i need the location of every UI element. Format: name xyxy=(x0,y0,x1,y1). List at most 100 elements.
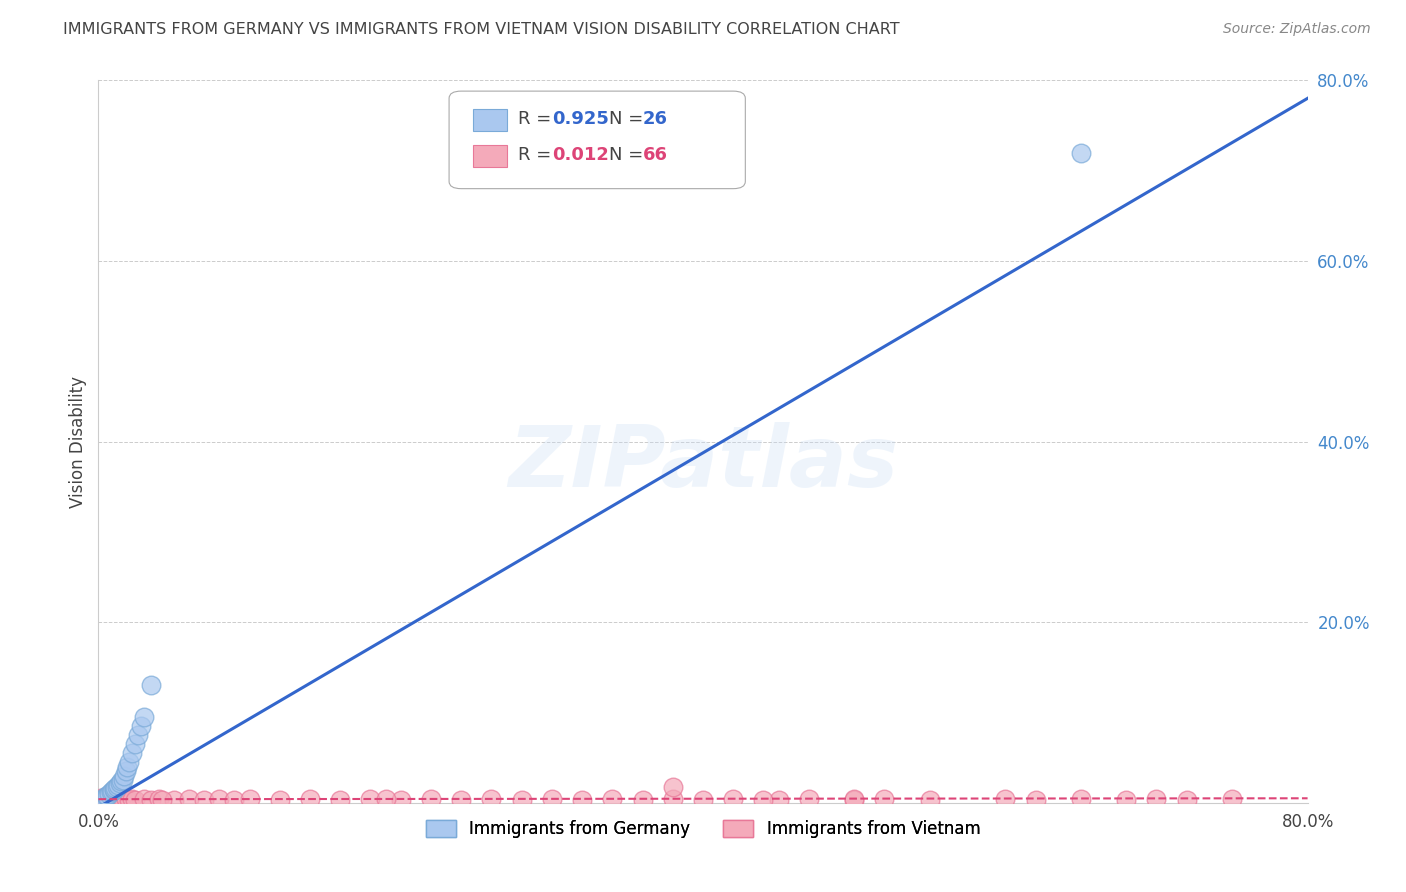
Point xyxy=(98,790,121,805)
Point xyxy=(918,793,941,807)
Point xyxy=(105,780,128,794)
Text: Source: ZipAtlas.com: Source: ZipAtlas.com xyxy=(1223,22,1371,37)
Legend: Immigrants from Germany, Immigrants from Vietnam: Immigrants from Germany, Immigrants from… xyxy=(419,814,987,845)
Point xyxy=(104,792,127,806)
Point xyxy=(98,787,121,801)
Point xyxy=(374,792,396,806)
Point xyxy=(93,793,115,807)
Point xyxy=(129,719,152,733)
Point xyxy=(98,792,121,806)
Point xyxy=(141,793,163,807)
Point xyxy=(141,678,163,692)
Point xyxy=(269,793,291,807)
Text: N =: N = xyxy=(609,110,648,128)
Point xyxy=(844,793,866,807)
FancyBboxPatch shape xyxy=(474,109,508,131)
Point xyxy=(1070,792,1092,806)
FancyBboxPatch shape xyxy=(474,145,508,167)
Point xyxy=(692,793,714,807)
Y-axis label: Vision Disability: Vision Disability xyxy=(69,376,87,508)
Point xyxy=(768,793,790,807)
Point xyxy=(111,793,134,807)
Point xyxy=(239,792,262,806)
Point xyxy=(96,789,118,803)
FancyBboxPatch shape xyxy=(449,91,745,189)
Text: 0.925: 0.925 xyxy=(551,110,609,128)
Point xyxy=(104,781,127,796)
Point xyxy=(299,792,322,806)
Point xyxy=(150,793,173,807)
Point xyxy=(103,782,125,797)
Point xyxy=(121,746,143,760)
Point xyxy=(93,791,115,805)
Point xyxy=(112,769,135,783)
Point xyxy=(127,728,149,742)
Point xyxy=(111,773,134,788)
Point xyxy=(797,792,820,806)
Point xyxy=(110,792,132,806)
Point xyxy=(1070,145,1092,160)
Text: 26: 26 xyxy=(643,110,668,128)
Point xyxy=(752,793,775,807)
Point xyxy=(873,792,896,806)
Point xyxy=(163,793,186,807)
Point xyxy=(103,783,125,797)
Point xyxy=(107,778,129,792)
Text: ZIPatlas: ZIPatlas xyxy=(508,422,898,505)
Text: R =: R = xyxy=(517,110,557,128)
Point xyxy=(124,793,146,807)
Point xyxy=(118,755,141,769)
Point xyxy=(96,791,118,805)
Point xyxy=(389,793,412,807)
Point xyxy=(631,793,654,807)
Point xyxy=(208,792,231,806)
Point xyxy=(224,793,246,807)
Point xyxy=(1220,792,1243,806)
Point xyxy=(723,792,745,806)
Point xyxy=(118,793,141,807)
Text: IMMIGRANTS FROM GERMANY VS IMMIGRANTS FROM VIETNAM VISION DISABILITY CORRELATION: IMMIGRANTS FROM GERMANY VS IMMIGRANTS FR… xyxy=(63,22,900,37)
Point xyxy=(450,793,472,807)
Point xyxy=(103,793,125,807)
Point xyxy=(510,793,533,807)
Text: R =: R = xyxy=(517,145,557,164)
Text: 66: 66 xyxy=(643,145,668,164)
Point xyxy=(105,793,128,807)
Text: 0.012: 0.012 xyxy=(551,145,609,164)
Point xyxy=(93,791,115,805)
Point xyxy=(108,776,131,790)
Point xyxy=(1115,793,1137,807)
Point xyxy=(107,792,129,806)
Point xyxy=(110,774,132,789)
Point xyxy=(132,710,155,724)
Point xyxy=(132,792,155,806)
Point xyxy=(420,792,443,806)
Point xyxy=(108,793,131,807)
Point xyxy=(100,785,122,799)
Point xyxy=(994,792,1017,806)
Point xyxy=(360,792,382,806)
Point xyxy=(94,789,117,804)
Point xyxy=(1144,792,1167,806)
Point xyxy=(661,780,683,794)
Point xyxy=(121,792,143,806)
Point xyxy=(114,764,136,779)
Point xyxy=(94,792,117,806)
Point xyxy=(148,792,170,806)
Point xyxy=(114,792,136,806)
Point xyxy=(661,792,683,806)
Point xyxy=(100,791,122,805)
Point xyxy=(844,792,866,806)
Point xyxy=(1175,793,1198,807)
Point xyxy=(329,793,352,807)
Point xyxy=(571,793,593,807)
Point xyxy=(101,784,124,798)
Point xyxy=(91,792,114,806)
Point xyxy=(90,791,112,805)
Point xyxy=(602,792,624,806)
Point xyxy=(193,793,215,807)
Point xyxy=(540,792,562,806)
Point xyxy=(1024,793,1046,807)
Point xyxy=(100,793,122,807)
Point xyxy=(94,790,117,805)
